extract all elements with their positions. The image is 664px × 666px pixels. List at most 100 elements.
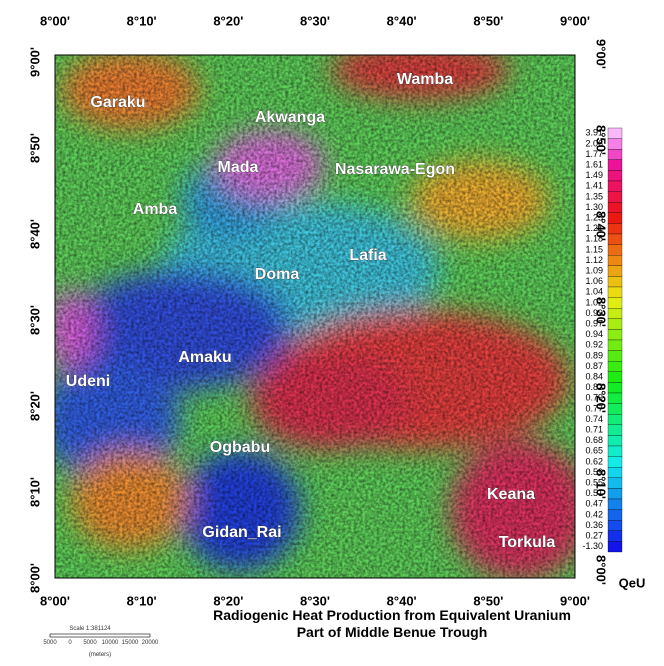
- legend-label: 1.25: [585, 212, 603, 222]
- legend-label: 0.89: [585, 350, 603, 360]
- legend-label: 1.06: [585, 276, 603, 286]
- x-tick-label: 9°00': [560, 593, 590, 608]
- legend-label: 2.06: [585, 138, 603, 148]
- legend-label: 0.36: [585, 520, 603, 530]
- legend-swatch: [607, 244, 623, 256]
- y-tick-label: 8°40': [27, 219, 42, 249]
- legend-swatch: [607, 233, 623, 245]
- place-label: Amba: [133, 201, 178, 218]
- legend-label: 0.74: [585, 414, 603, 424]
- legend-swatch: [607, 180, 623, 192]
- legend-label: 1.04: [585, 287, 603, 297]
- x-tick-label: 9°00': [560, 13, 590, 28]
- y-tick-label: 8°30': [594, 297, 609, 327]
- legend-swatch: [607, 350, 623, 362]
- legend-label: 0.71: [585, 424, 603, 434]
- legend-label: 0.47: [585, 499, 603, 509]
- legend-label: 1.09: [585, 265, 603, 275]
- x-tick-label: 8°30': [300, 13, 330, 28]
- legend-swatch: [607, 297, 623, 309]
- legend-swatch: [607, 191, 623, 203]
- place-label: Amaku: [178, 349, 231, 366]
- place-label: Gidan_Rai: [202, 524, 281, 541]
- title-line: Radiogenic Heat Production from Equivale…: [213, 607, 571, 623]
- title-line: Part of Middle Benue Trough: [297, 624, 488, 640]
- map-frame: [54, 54, 576, 579]
- legend-label: 1.61: [585, 159, 603, 169]
- legend-swatch: [607, 159, 623, 171]
- legend-swatch: [607, 127, 623, 139]
- y-tick-label: 8°20': [27, 391, 42, 421]
- legend-label: 1.15: [585, 244, 603, 254]
- legend-swatch: [607, 170, 623, 182]
- place-label: Doma: [255, 266, 300, 283]
- legend-label: 0.84: [585, 371, 603, 381]
- y-tick-label: 8°00': [27, 563, 42, 593]
- scale-tick: 20000: [142, 640, 159, 646]
- legend-swatch: [607, 382, 623, 394]
- legend-label: 0.97: [585, 318, 603, 328]
- legend-swatch: [607, 138, 623, 150]
- place-label: Lafia: [349, 247, 386, 264]
- scale-tick: 5000: [83, 640, 97, 646]
- legend-swatch: [607, 371, 623, 383]
- legend-label: 0.68: [585, 435, 603, 445]
- legend-label: 0.79: [585, 393, 603, 403]
- y-tick-label: 8°00': [594, 555, 609, 585]
- legend-label: 0.55: [585, 477, 603, 487]
- legend-label: 1.49: [585, 170, 603, 180]
- legend-swatch: [607, 212, 623, 224]
- legend-swatch: [607, 202, 623, 213]
- legend-label: 1.35: [585, 191, 603, 201]
- legend-label: 0.94: [585, 329, 603, 339]
- legend-swatch: [607, 339, 623, 351]
- legend-swatch: [607, 308, 623, 319]
- x-tick-label: 8°00': [40, 593, 70, 608]
- legend-label: 0.65: [585, 446, 603, 456]
- legend-label: 1.77: [585, 149, 603, 159]
- place-label: Nasarawa-Egon: [335, 161, 455, 178]
- scale-tick: 15000: [122, 640, 139, 646]
- heat-raster: [55, 55, 575, 578]
- x-tick-label: 8°20': [213, 13, 243, 28]
- legend-swatch: [607, 498, 623, 510]
- scale-tick: 5000: [43, 640, 57, 646]
- x-tick-label: 8°50': [473, 13, 503, 28]
- legend-swatch: [607, 276, 623, 288]
- legend-swatch: [607, 488, 623, 500]
- x-tick-label: 8°20': [213, 593, 243, 608]
- legend-swatch: [607, 477, 623, 489]
- legend-label: -1.30: [582, 541, 603, 551]
- legend-label: 0.59: [585, 467, 603, 477]
- scale-tick: 0: [68, 640, 72, 646]
- place-label: Udeni: [66, 373, 110, 390]
- legend-label: 0.42: [585, 509, 603, 519]
- place-label: Wamba: [397, 71, 453, 88]
- legend-swatch: [607, 541, 623, 553]
- y-tick-label: 9°00': [27, 47, 42, 77]
- y-tick-label: 8°50': [27, 133, 42, 163]
- legend-swatch: [607, 467, 623, 478]
- x-tick-label: 8°40': [387, 593, 417, 608]
- place-label: Ogbabu: [210, 439, 270, 456]
- y-tick-label: 8°10': [594, 469, 609, 499]
- y-tick-label: 8°30': [27, 305, 42, 335]
- legend-label: 1.02: [585, 297, 603, 307]
- legend-swatch: [607, 445, 623, 457]
- legend-swatch: [607, 318, 623, 330]
- legend-swatch: [607, 329, 623, 341]
- legend-swatch: [607, 286, 623, 298]
- legend-swatch: [607, 223, 623, 235]
- scale-label: Scale 1:381124: [69, 626, 111, 632]
- x-tick-label: 8°10': [127, 13, 157, 28]
- legend-unit: QeU: [619, 575, 646, 590]
- place-label: Garaku: [90, 94, 145, 111]
- legend-label: 1.41: [585, 181, 603, 191]
- legend-label: 0.77: [585, 403, 603, 413]
- legend-swatch: [607, 424, 623, 436]
- scale-bar: [49, 633, 151, 638]
- place-label: Akwanga: [255, 109, 325, 126]
- place-label: Keana: [487, 486, 535, 503]
- legend-label: 0.27: [585, 530, 603, 540]
